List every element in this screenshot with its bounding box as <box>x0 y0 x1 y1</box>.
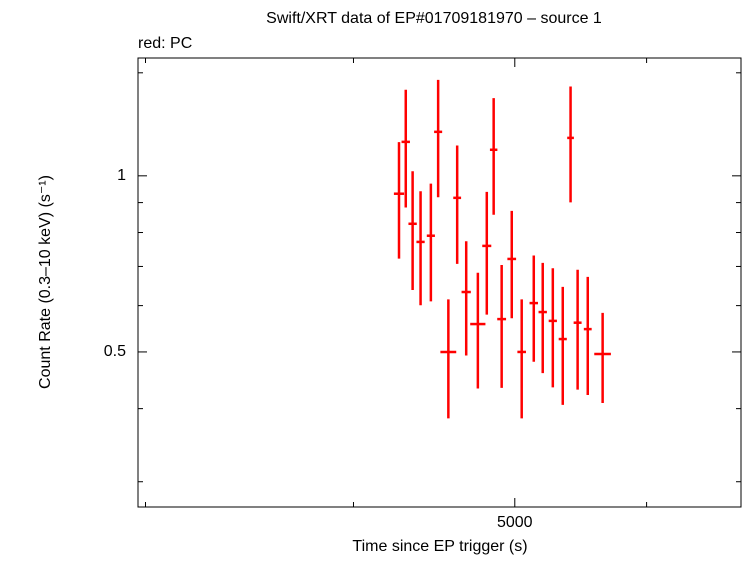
chart-title: Swift/XRT data of EP#01709181970 – sourc… <box>266 10 602 27</box>
x-tick-label: 5000 <box>497 514 533 531</box>
y-tick-label: 0.5 <box>104 343 126 360</box>
x-axis-label: Time since EP trigger (s) <box>352 538 527 555</box>
plot-frame <box>137 57 742 508</box>
subtitle: red: PC <box>138 35 192 52</box>
y-tick-label: 1 <box>117 167 126 184</box>
y-axis-label: Count Rate (0.3–10 keV) (s⁻¹) <box>37 175 54 389</box>
